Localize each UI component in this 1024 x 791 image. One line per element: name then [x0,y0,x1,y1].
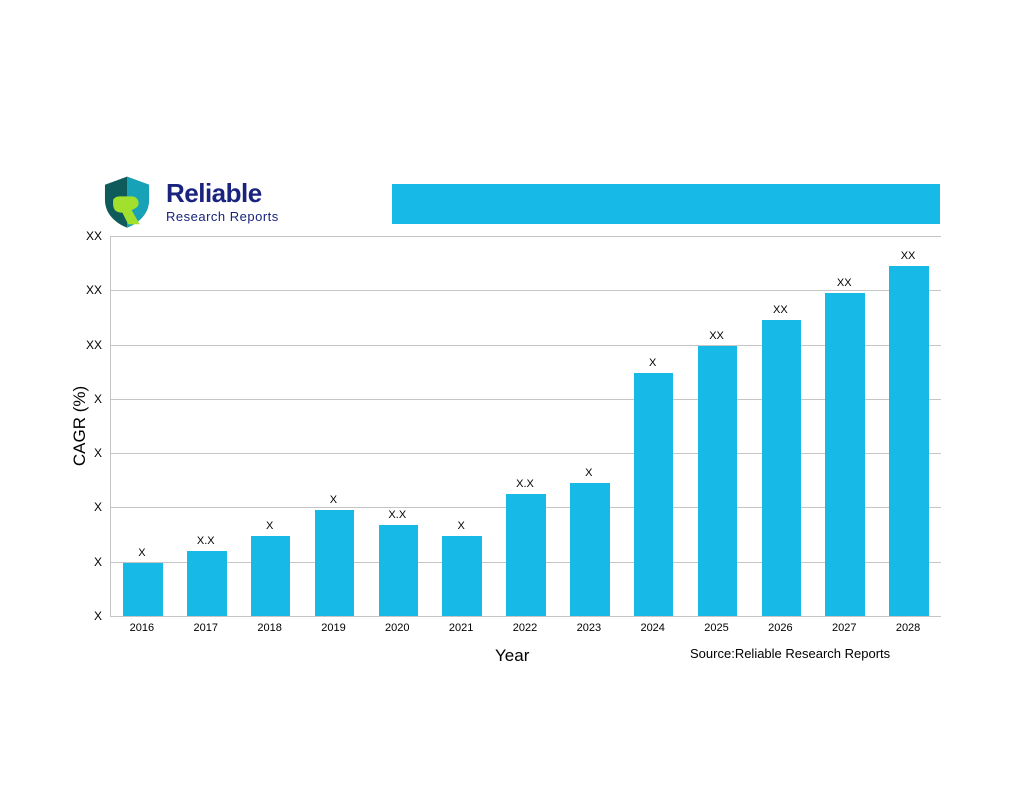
bar-value-label: XX [837,277,852,289]
bar-value-label: XX [709,330,724,342]
chart-canvas: Reliable Research Reports CAGR (%) Year … [0,0,1024,791]
x-tick-label: 2017 [194,622,218,634]
bar [570,483,610,616]
bar [315,510,355,616]
brand-text: Reliable Research Reports [166,178,279,224]
gridline [111,453,941,454]
shield-logo-icon [98,172,156,230]
bar-value-label: X [649,357,656,369]
x-tick-label: 2025 [704,622,728,634]
bar-value-label: XX [773,304,788,316]
title-strip [392,184,940,224]
source-text: Reliable Research Reports [735,646,890,661]
bar-value-label: X [457,520,464,532]
y-tick-label: X [72,609,102,623]
bar-value-label: X.X [516,478,534,490]
y-tick-label: X [72,555,102,569]
x-tick-label: 2022 [513,622,537,634]
bar-value-label: X [266,520,273,532]
x-tick-label: 2018 [257,622,281,634]
x-tick-label: 2016 [130,622,154,634]
bar-value-label: X.X [388,509,406,521]
bar [698,346,738,616]
gridline [111,290,941,291]
x-axis-label: Year [495,646,529,666]
bar [187,551,227,616]
gridline [111,399,941,400]
x-tick-label: 2019 [321,622,345,634]
y-tick-label: X [72,446,102,460]
brand-line1: Reliable [166,178,279,209]
gridline [111,236,941,237]
bar-value-label: X [330,494,337,506]
x-tick-label: 2024 [640,622,664,634]
y-tick-label: XX [72,338,102,352]
bar-value-label: X [138,547,145,559]
bar [123,563,163,616]
bar [825,293,865,616]
bar [442,536,482,616]
bar [506,494,546,616]
y-tick-label: XX [72,283,102,297]
y-tick-label: XX [72,229,102,243]
brand-line2: Research Reports [166,209,279,224]
x-tick-label: 2021 [449,622,473,634]
x-tick-label: 2026 [768,622,792,634]
bar-value-label: XX [901,250,916,262]
gridline [111,345,941,346]
bar [251,536,291,616]
bar-value-label: X.X [197,535,215,547]
brand-logo: Reliable Research Reports [98,172,279,230]
source-prefix: Source: [690,646,735,661]
bar [379,525,419,616]
bar [634,373,674,616]
y-tick-label: X [72,392,102,406]
x-tick-label: 2028 [896,622,920,634]
source-attribution: Source:Reliable Research Reports [690,646,890,661]
plot-area [110,236,941,617]
y-tick-label: X [72,500,102,514]
x-tick-label: 2027 [832,622,856,634]
bar [762,320,802,616]
bar [889,266,929,616]
x-tick-label: 2023 [577,622,601,634]
x-tick-label: 2020 [385,622,409,634]
bar-value-label: X [585,467,592,479]
